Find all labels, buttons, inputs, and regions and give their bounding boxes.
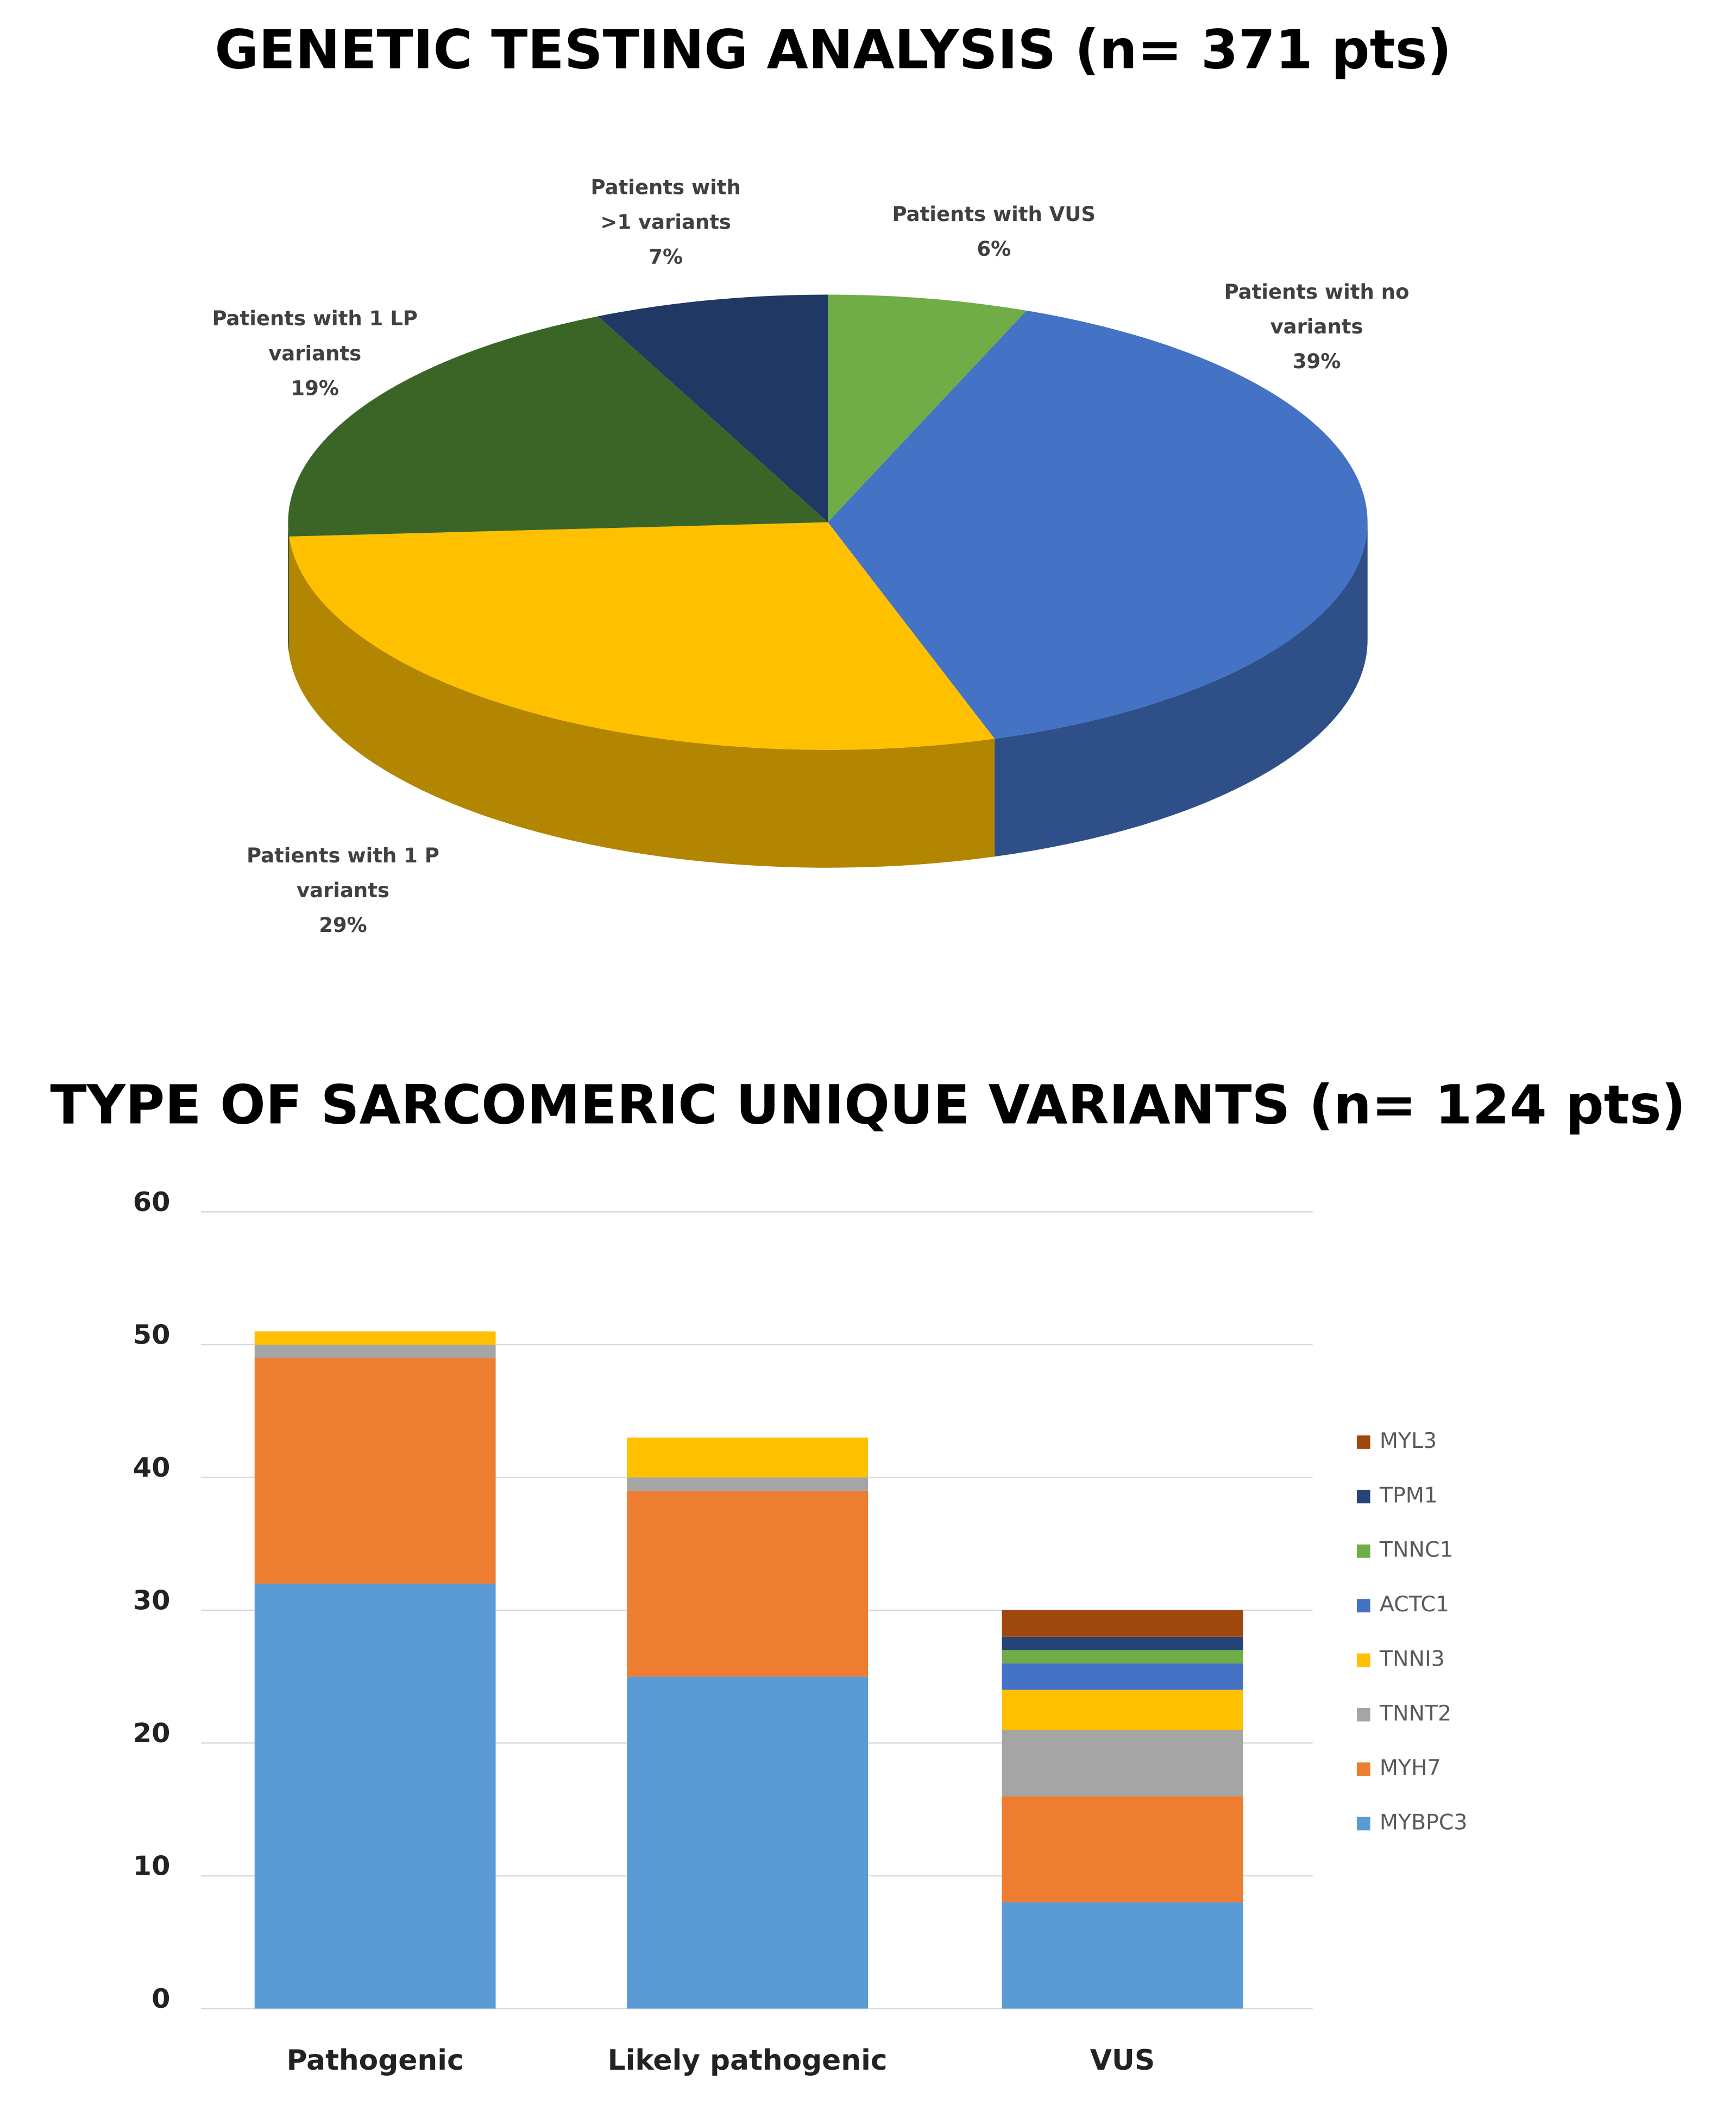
pie-label-box: Patients with VUS 6% (873, 172, 1115, 292)
pie-side (288, 522, 290, 654)
y-tick-label: 10 (133, 1850, 171, 1882)
legend-swatch (1356, 1762, 1370, 1776)
pie-slice (828, 310, 1368, 739)
bar-title: TYPE OF SARCOMERIC UNIQUE VARIANTS (n= 1… (50, 1074, 1685, 1136)
pie-side (289, 536, 995, 868)
pie-value-label: 29% (319, 913, 367, 937)
y-tick-label: 50 (133, 1319, 171, 1351)
bar-segment (254, 1344, 496, 1358)
bar-segment (1002, 1902, 1243, 2009)
pie-value-label: 6% (977, 237, 1011, 261)
pie-side-shade (288, 522, 290, 654)
pie-label-box: Patients with 1 LP variants 19% (194, 293, 436, 414)
bar-segment (627, 1677, 868, 2009)
legend-swatch (1356, 1599, 1370, 1612)
pie-label-box: Patients with no variants 39% (1203, 267, 1430, 387)
legend-label: ACTC1 (1380, 1592, 1449, 1617)
bar-segment (1002, 1663, 1243, 1690)
pie-slice (289, 522, 995, 750)
pie-label: Patients with no variants 39% (1203, 267, 1430, 387)
bar-segment (1002, 1650, 1243, 1663)
legend-label: MYH7 (1380, 1755, 1441, 1780)
pie-label: Patients with VUS 6% (873, 172, 1115, 292)
x-tick-label: VUS (1090, 2044, 1155, 2077)
legend-label: TNNI3 (1379, 1646, 1445, 1671)
pie-category: Patients with no variants (1224, 280, 1410, 339)
pie-side-shade (995, 522, 1368, 857)
pie-slice (828, 294, 1027, 522)
legend-swatch (1356, 1435, 1370, 1449)
bar-segment (254, 1358, 496, 1584)
x-tick-label: Likely pathogenic (608, 2044, 888, 2077)
y-tick-label: 0 (152, 1983, 170, 2014)
legend-swatch (1356, 1653, 1370, 1667)
y-tick-label: 60 (133, 1186, 171, 1218)
pie-label: Patients with >1 variants 7% (578, 162, 753, 282)
pie-slice (597, 294, 828, 522)
x-tick-label: Pathogenic (287, 2044, 464, 2077)
pie-category: Patients with VUS (892, 202, 1096, 226)
legend-label: TNNT2 (1379, 1701, 1451, 1726)
bar-segment (1002, 1636, 1243, 1650)
pie-side (995, 522, 1368, 857)
pie-slice (288, 316, 828, 537)
legend-label: MYL3 (1380, 1428, 1437, 1453)
legend-swatch (1356, 1707, 1370, 1722)
legend-label: TPM1 (1379, 1483, 1438, 1508)
bar-segment (1002, 1610, 1243, 1637)
pie-value-label: 19% (291, 376, 339, 401)
bar-segment (1002, 1730, 1243, 1797)
pie-category: Patients with 1 LP variants (212, 306, 418, 366)
pie-label-box: Patients with 1 P variants 29% (226, 830, 460, 951)
bar-segment (1002, 1690, 1243, 1730)
bar-segment (254, 1331, 496, 1345)
bar-segment (254, 1584, 496, 2009)
pie-value-label: 7% (649, 245, 683, 269)
pie-label: Patients with 1 P variants 29% (226, 830, 460, 951)
y-tick-label: 30 (133, 1585, 171, 1616)
bar-segment (1002, 1796, 1243, 1902)
pie-label-box: Patients with >1 variants 7% (578, 162, 753, 282)
legend-label: TNNC1 (1379, 1537, 1454, 1562)
pie-category: Patients with >1 variants (590, 175, 741, 235)
pie-category: Patients with 1 P variants (247, 843, 439, 903)
pie-side-shade (289, 536, 995, 868)
pie-label: Patients with 1 LP variants 19% (194, 293, 436, 414)
legend-swatch (1356, 1490, 1370, 1504)
y-tick-label: 20 (133, 1717, 171, 1749)
bar-segment (627, 1438, 868, 1478)
bar-segment (627, 1477, 868, 1491)
pie-title: GENETIC TESTING ANALYSIS (n= 371 pts) (215, 18, 1451, 81)
pie-value-label: 39% (1292, 349, 1341, 374)
legend-label: MYBPC3 (1380, 1810, 1468, 1835)
legend-swatch (1356, 1544, 1370, 1558)
bar-segment (627, 1490, 868, 1677)
y-tick-label: 40 (133, 1452, 171, 1483)
legend-swatch (1356, 1817, 1370, 1831)
